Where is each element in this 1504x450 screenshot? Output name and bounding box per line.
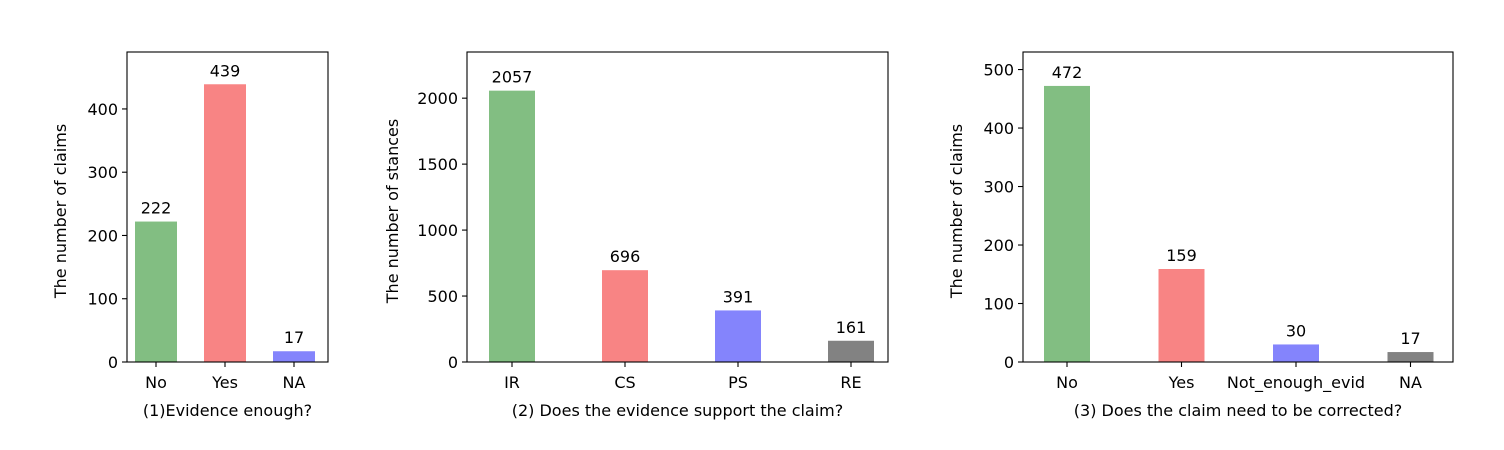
- y-tick-label: 200: [983, 236, 1014, 255]
- bar-re: [828, 340, 874, 362]
- y-tick-label: 300: [87, 163, 118, 182]
- data-label: 159: [1166, 246, 1197, 265]
- data-label: 17: [1400, 329, 1420, 348]
- y-tick-label: 400: [87, 100, 118, 119]
- axes-frame: [466, 51, 889, 363]
- bar-not-enough-evid: [1273, 344, 1319, 362]
- x-tick-label: NA: [1399, 373, 1422, 392]
- x-tick-label: IR: [504, 373, 520, 392]
- y-tick-label: 1000: [417, 221, 458, 240]
- y-tick-label: 400: [983, 119, 1014, 138]
- x-tick-label: Not_enough_evid: [1227, 373, 1365, 393]
- x-tick-label: Yes: [211, 373, 238, 392]
- bar-na: [1387, 352, 1434, 362]
- data-label: 30: [1286, 321, 1306, 340]
- bar-cs: [602, 270, 648, 362]
- data-label: 696: [610, 247, 641, 266]
- x-tick-label: NA: [283, 373, 306, 392]
- x-tick-label: Yes: [1168, 373, 1195, 392]
- x-tick-label: PS: [728, 373, 748, 392]
- y-tick-label: 0: [108, 353, 118, 372]
- y-tick-label: 200: [87, 226, 118, 245]
- y-tick-label: 100: [983, 295, 1014, 314]
- x-axis-label: (2) Does the evidence support the claim?: [512, 401, 844, 420]
- axes-frame: [126, 51, 329, 363]
- x-axis-label: (3) Does the claim need to be corrected?: [1074, 401, 1402, 420]
- bar-no: [135, 221, 177, 362]
- y-tick-label: 1500: [417, 155, 458, 174]
- bar-yes: [204, 84, 246, 362]
- y-tick-label: 0: [1004, 353, 1014, 372]
- y-axis-label: The number of claims: [947, 124, 966, 299]
- data-label: 222: [141, 199, 172, 218]
- x-tick-label: No: [1056, 373, 1078, 392]
- bar-no: [1044, 85, 1090, 362]
- y-tick-label: 300: [983, 178, 1014, 197]
- y-tick-label: 500: [983, 61, 1014, 80]
- data-label: 391: [723, 287, 754, 306]
- data-label: 472: [1052, 63, 1083, 82]
- y-axis-label: The number of stances: [383, 119, 402, 304]
- x-tick-label: No: [145, 373, 167, 392]
- y-tick-label: 100: [87, 290, 118, 309]
- y-tick-label: 0: [448, 353, 458, 372]
- data-label: 2057: [492, 68, 533, 87]
- y-axis-label: The number of claims: [51, 124, 70, 299]
- data-label: 17: [284, 328, 304, 347]
- y-tick-label: 500: [427, 287, 458, 306]
- data-label: 439: [210, 61, 241, 80]
- bar-na: [273, 351, 315, 362]
- x-tick-label: RE: [840, 373, 861, 392]
- bar-yes: [1158, 269, 1205, 362]
- y-tick-label: 2000: [417, 89, 458, 108]
- bar-ps: [715, 310, 761, 362]
- x-tick-label: CS: [614, 373, 635, 392]
- data-label: 161: [836, 318, 867, 337]
- x-axis-label: (1)Evidence enough?: [143, 401, 312, 420]
- bar-ir: [489, 90, 535, 362]
- axes-frame: [1022, 51, 1454, 363]
